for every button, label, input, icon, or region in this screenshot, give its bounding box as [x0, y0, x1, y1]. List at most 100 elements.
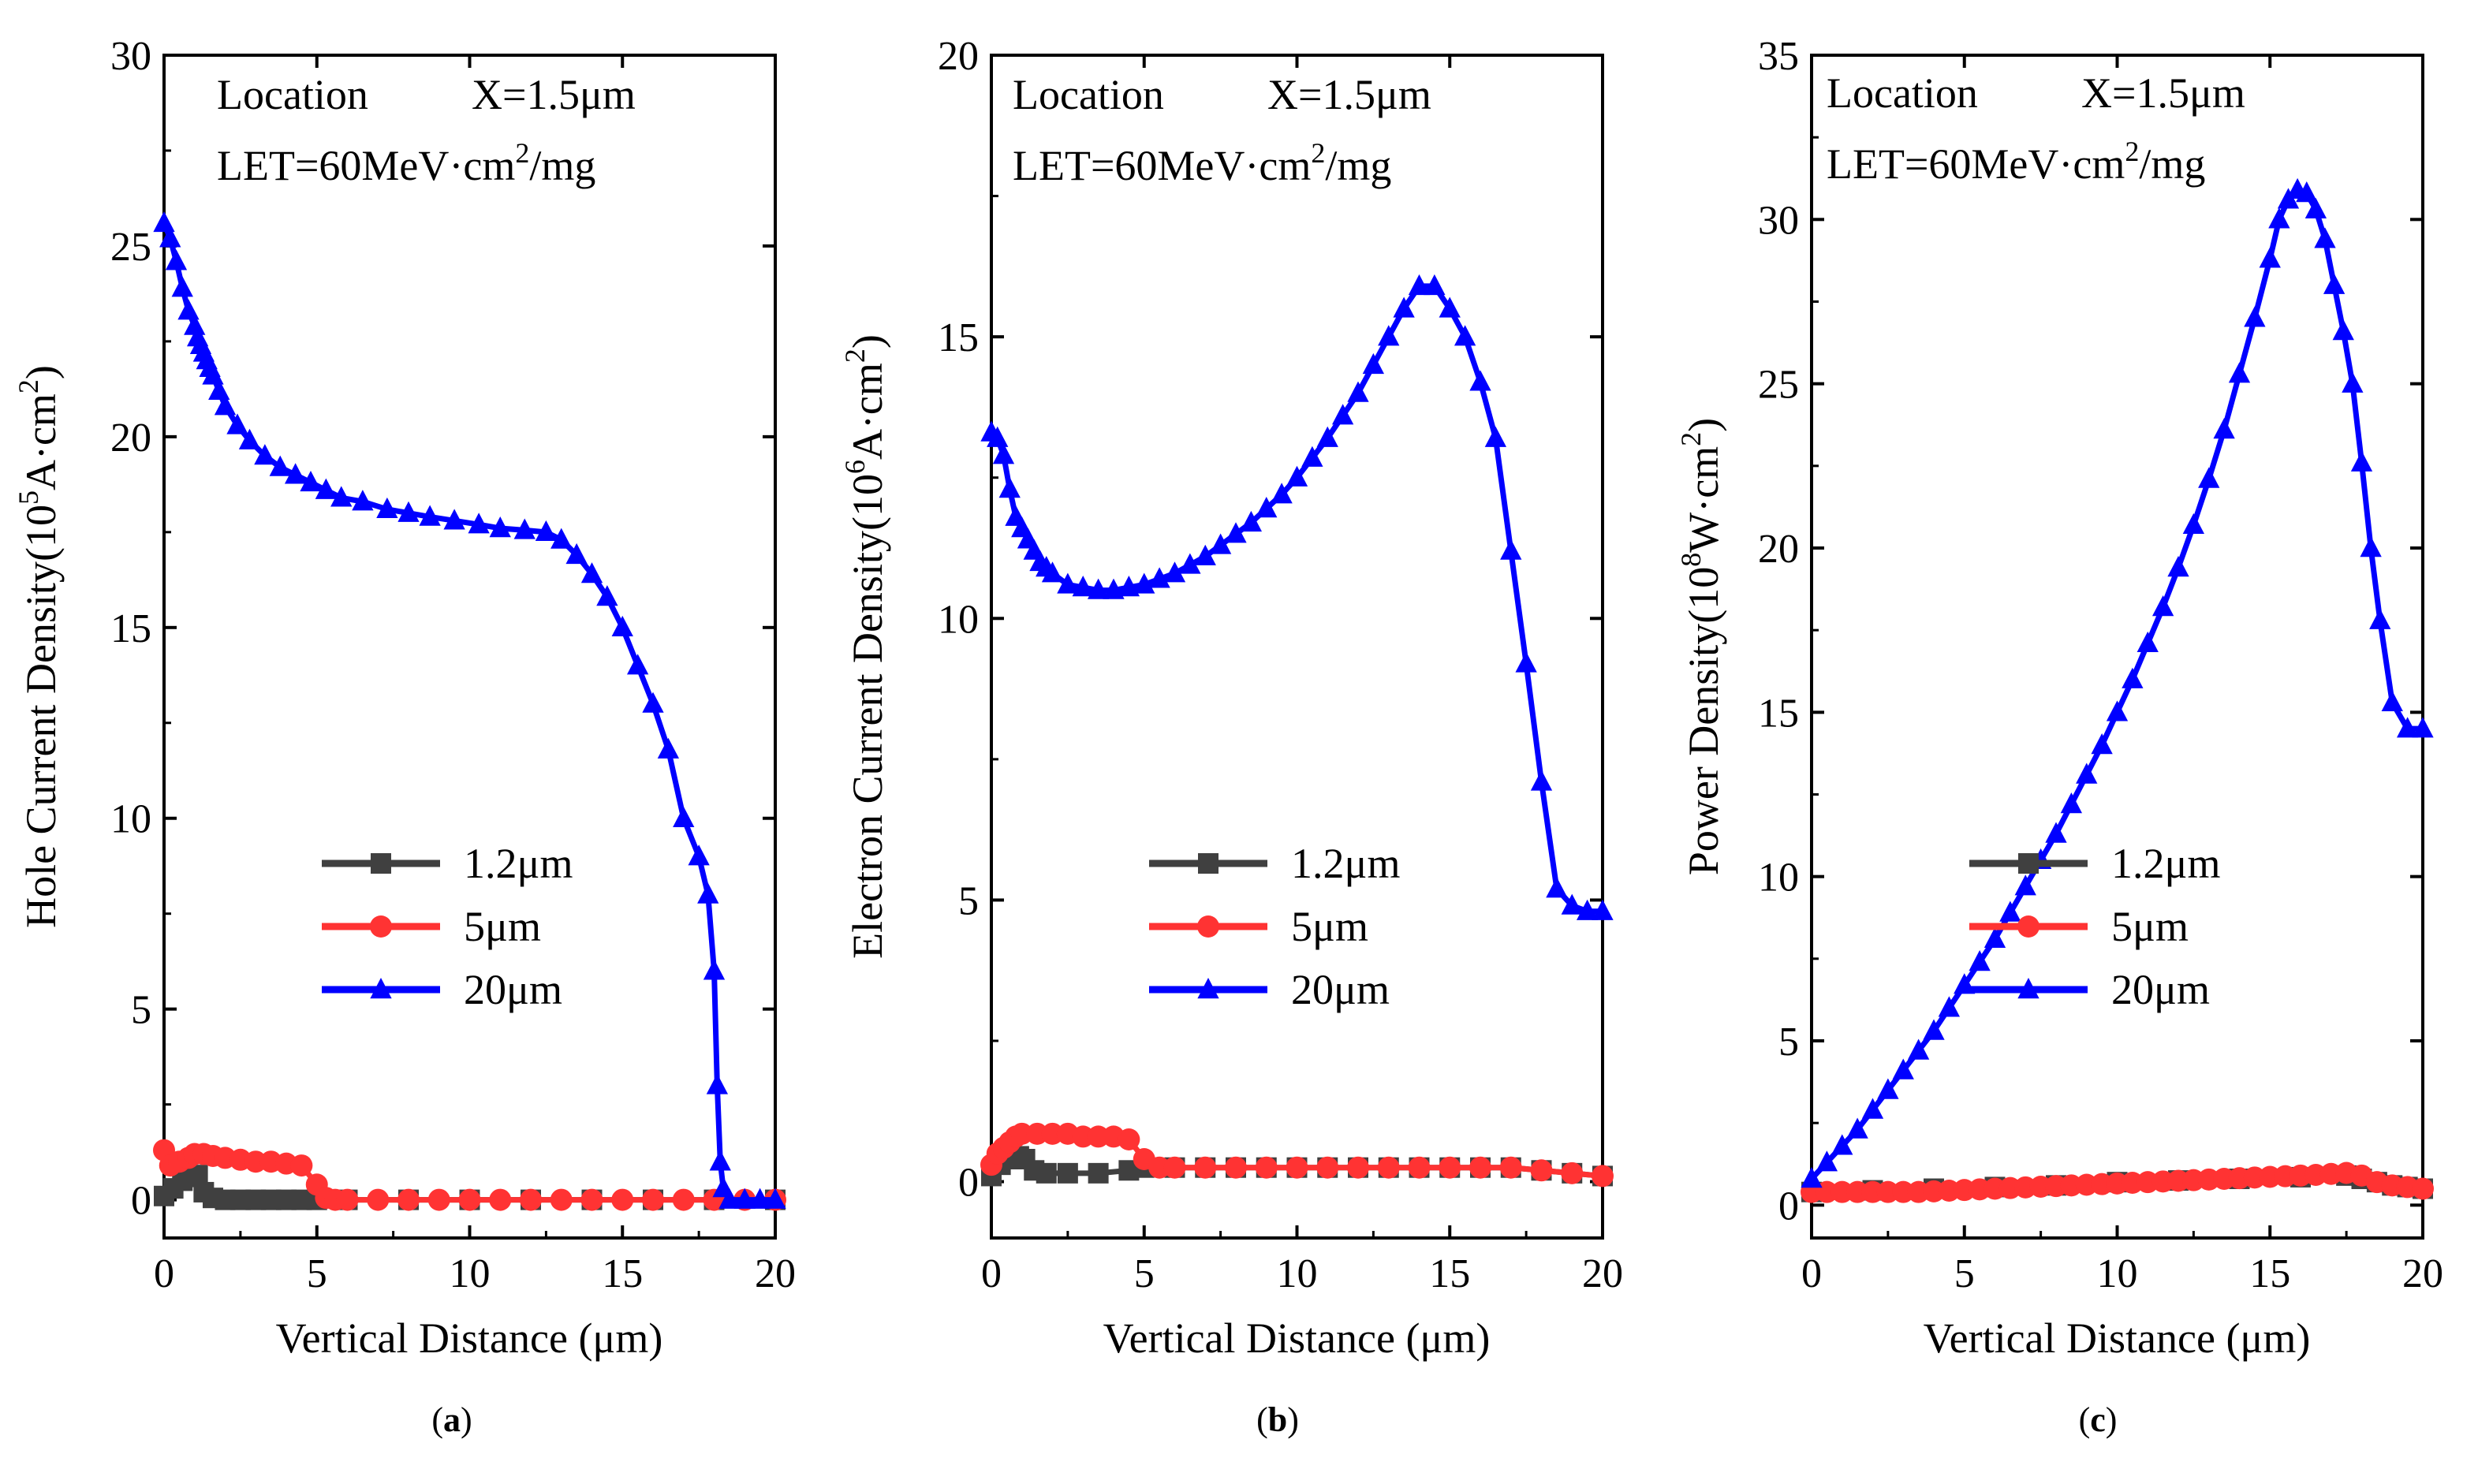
data-point-s20-c [2268, 207, 2290, 229]
x-tick-label-a: 15 [602, 1251, 643, 1296]
data-point-s20-c [2396, 717, 2419, 738]
data-point-s5-a [458, 1188, 481, 1211]
data-point-s20-b [1454, 325, 1476, 346]
data-point-s20-a [330, 486, 353, 507]
data-point-s5-c [1892, 1180, 1915, 1203]
data-point-s20-b [1240, 510, 1263, 532]
data-point-s20-c [2332, 319, 2354, 341]
data-point-s20-c [1938, 996, 1961, 1017]
data-point-s20-a [397, 501, 420, 522]
y-tick-label-a: 10 [110, 797, 151, 842]
y-tick-label-a: 25 [110, 225, 151, 270]
data-point-s5-a [580, 1188, 603, 1211]
data-point-s20-a [352, 490, 374, 511]
data-point-s5-b [1499, 1156, 1522, 1179]
y-tick-label-b: 10 [938, 597, 979, 642]
y-axis-label-b: Electron Current Density(106A·cm2) [839, 334, 891, 959]
data-point-s20-b [1469, 370, 1491, 391]
data-point-s20-b [992, 443, 1015, 464]
data-point-s20-b [1500, 539, 1522, 560]
data-point-s20-a [269, 455, 291, 476]
data-point-s20-a [208, 378, 230, 401]
x-axis-label-c: Vertical Distance (μm) [1924, 1314, 2311, 1362]
data-point-s20-c [2323, 273, 2346, 294]
y-tick-label-a: 20 [110, 416, 151, 460]
legend-label-s20-a: 20μm [464, 966, 562, 1013]
data-point-s20-b [1378, 325, 1400, 346]
y-tick-label-c: 15 [1758, 691, 1799, 736]
data-point-s20-b [1256, 497, 1278, 518]
data-point-s20-b [1393, 296, 1415, 318]
legend-a: 1.2μm 5μm 20μm [322, 840, 573, 1013]
data-point-s5-c [1846, 1180, 1869, 1203]
data-point-s20-c [2198, 467, 2220, 488]
data-point-s20-c [2259, 247, 2281, 268]
data-point-s20-b [1515, 651, 1537, 673]
data-point-s5-a [427, 1188, 450, 1211]
x-tick-label-a: 20 [755, 1251, 796, 1296]
data-point-s5-a [489, 1188, 512, 1211]
panel-caption-c: (c) [2079, 1400, 2118, 1439]
data-point-s5-b [1026, 1122, 1049, 1145]
data-point-s20-b [1424, 274, 1446, 296]
data-point-s20-c [2045, 822, 2067, 843]
series-s20-b [980, 274, 1614, 920]
data-point-s5-c [1861, 1180, 1884, 1203]
plot-frame-a [162, 54, 777, 1240]
y-tick-label-b: 0 [958, 1161, 979, 1206]
data-point-s5-b [1163, 1156, 1186, 1179]
data-point-s20-a [284, 463, 307, 484]
y-tick-label-a: 0 [131, 1179, 151, 1224]
annotation-location-label-a: Location [217, 71, 368, 118]
data-point-s20-c [2412, 717, 2434, 738]
data-point-s20-a [184, 314, 206, 335]
data-point-s20-b [1133, 572, 1155, 594]
data-point-s20-c [1877, 1078, 1899, 1099]
x-axis-label-b: Vertical Distance (μm) [1103, 1314, 1491, 1362]
data-point-s20-a [171, 276, 193, 297]
plot-area-b: 0 5 10 15 20 0 5 10 15 20 1.2μm 5μm 20μm [938, 34, 1623, 1296]
data-point-s20-b [1209, 533, 1232, 554]
data-point-s20-a [489, 516, 511, 538]
data-point-s20-b [1148, 567, 1170, 588]
x-tick-label-c: 5 [1954, 1251, 1975, 1296]
data-point-s20-a [764, 1188, 786, 1209]
data-point-s12-b [1057, 1162, 1078, 1184]
data-point-s20-b [1439, 296, 1461, 318]
data-point-s5-b [1316, 1156, 1339, 1179]
data-point-s20-b [998, 477, 1021, 498]
data-point-s20-c [2060, 792, 2083, 814]
data-point-s20-a [468, 513, 490, 534]
data-point-s5-b [1347, 1156, 1369, 1179]
data-point-s20-a [748, 1188, 771, 1209]
annotation-location-value-b: X=1.5μm [1267, 71, 1431, 118]
data-point-s5-b [1148, 1156, 1171, 1179]
data-point-s20-c [2213, 418, 2235, 439]
legend-label-s5-c: 5μm [2111, 903, 2189, 950]
series-s5-a [153, 1139, 786, 1211]
data-point-s20-a [706, 1073, 729, 1094]
data-point-s5-b [1286, 1156, 1308, 1179]
data-point-s20-a [718, 1188, 741, 1209]
y-axis-label-c: Power Density(108W·cm2) [1675, 418, 1727, 875]
data-point-s20-c [1969, 950, 1991, 971]
data-point-s5-b [1561, 1161, 1584, 1184]
data-point-s20-c [2296, 181, 2318, 203]
series-line-s20-a [161, 222, 775, 1203]
legend-marker-s5-b [1197, 915, 1219, 938]
data-point-s20-c [2151, 595, 2174, 617]
data-point-s20-c [2182, 513, 2205, 535]
y-tick-label-c: 5 [1778, 1020, 1799, 1065]
data-point-s5-b [1072, 1125, 1095, 1148]
data-point-s20-c [1907, 1038, 1930, 1060]
data-point-s20-a [642, 692, 664, 713]
plot-frame-b [990, 54, 1604, 1240]
panel-caption-b: (b) [1256, 1400, 1299, 1439]
data-point-s5-a [642, 1188, 664, 1211]
annotation-location-label-c: Location [1827, 69, 1978, 117]
legend-label-s12-c: 1.2μm [2111, 840, 2220, 887]
legend-marker-s5-a [370, 915, 392, 938]
data-point-s20-a [580, 562, 603, 584]
data-point-s20-c [1801, 1167, 1823, 1188]
data-point-s20-b [1072, 576, 1094, 597]
